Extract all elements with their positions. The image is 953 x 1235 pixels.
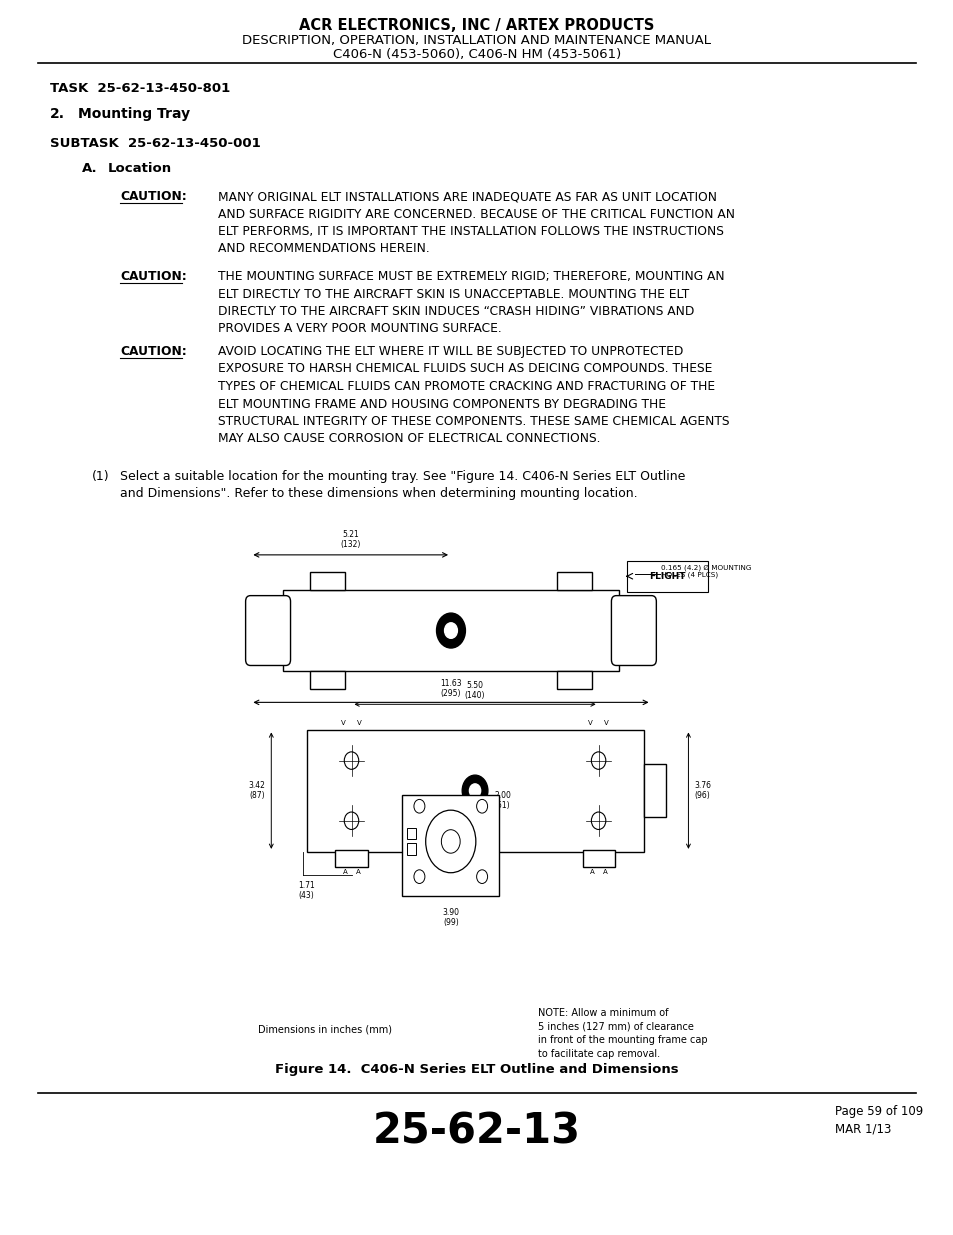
Text: 2.: 2. <box>50 107 65 121</box>
Text: CAUTION:: CAUTION: <box>120 345 187 358</box>
Text: A: A <box>342 869 347 876</box>
FancyBboxPatch shape <box>611 595 656 666</box>
Text: A: A <box>355 869 360 876</box>
Bar <box>582 850 614 867</box>
Text: SUBTASK  25-62-13-450-001: SUBTASK 25-62-13-450-001 <box>50 137 260 149</box>
Text: Select a suitable location for the mounting tray. See "Figure 14. C406-N Series : Select a suitable location for the mount… <box>120 471 684 500</box>
Text: FLIGHT: FLIGHT <box>649 572 685 580</box>
Bar <box>310 572 345 590</box>
Bar <box>557 672 592 689</box>
Text: V: V <box>341 720 346 726</box>
Circle shape <box>461 776 487 806</box>
Text: C406-N (453-5060), C406-N HM (453-5061): C406-N (453-5060), C406-N HM (453-5061) <box>333 48 620 61</box>
Text: AVOID LOCATING THE ELT WHERE IT WILL BE SUBJECTED TO UNPROTECTED
EXPOSURE TO HAR: AVOID LOCATING THE ELT WHERE IT WILL BE … <box>218 345 729 446</box>
Bar <box>557 572 592 590</box>
Text: DESCRIPTION, OPERATION, INSTALLATION AND MAINTENANCE MANUAL: DESCRIPTION, OPERATION, INSTALLATION AND… <box>242 35 711 47</box>
Text: 11.63
(295): 11.63 (295) <box>439 679 461 699</box>
FancyBboxPatch shape <box>245 595 291 666</box>
Text: V: V <box>603 720 608 726</box>
Text: 3.42
(87): 3.42 (87) <box>248 781 265 800</box>
Text: Dimensions in inches (mm): Dimensions in inches (mm) <box>257 1025 392 1035</box>
Bar <box>643 764 665 816</box>
Text: V: V <box>588 720 593 726</box>
Text: THE MOUNTING SURFACE MUST BE EXTREMELY RIGID; THEREFORE, MOUNTING AN
ELT DIRECTL: THE MOUNTING SURFACE MUST BE EXTREMELY R… <box>218 270 724 336</box>
Circle shape <box>444 622 456 638</box>
Text: A: A <box>602 869 607 876</box>
Text: 25-62-13: 25-62-13 <box>373 1110 580 1152</box>
Text: (1): (1) <box>91 471 110 483</box>
Text: Page 59 of 109: Page 59 of 109 <box>834 1105 923 1118</box>
Bar <box>282 590 618 672</box>
Circle shape <box>436 613 465 648</box>
Bar <box>406 844 416 855</box>
Text: 5.50
(140): 5.50 (140) <box>464 680 485 700</box>
Text: 3.76
(96): 3.76 (96) <box>694 781 711 800</box>
Text: MAR 1/13: MAR 1/13 <box>834 1123 890 1135</box>
Bar <box>406 827 416 840</box>
Text: MANY ORIGINAL ELT INSTALLATIONS ARE INADEQUATE AS FAR AS UNIT LOCATION
AND SURFA: MANY ORIGINAL ELT INSTALLATIONS ARE INAD… <box>218 190 734 256</box>
Text: 0.165 (4.2) Ø MOUNTING
HOLES (4 PLCS): 0.165 (4.2) Ø MOUNTING HOLES (4 PLCS) <box>660 564 751 578</box>
Text: 3.90
(99): 3.90 (99) <box>442 908 458 927</box>
Text: Figure 14.  C406-N Series ELT Outline and Dimensions: Figure 14. C406-N Series ELT Outline and… <box>274 1063 679 1076</box>
Text: A.: A. <box>82 162 97 175</box>
Bar <box>306 730 643 852</box>
Circle shape <box>469 784 480 798</box>
Text: ACR ELECTRONICS, INC / ARTEX PRODUCTS: ACR ELECTRONICS, INC / ARTEX PRODUCTS <box>299 19 654 33</box>
Text: TASK  25-62-13-450-801: TASK 25-62-13-450-801 <box>50 82 230 95</box>
Text: A: A <box>589 869 594 876</box>
Text: Location: Location <box>108 162 172 175</box>
Text: CAUTION:: CAUTION: <box>120 270 187 283</box>
Bar <box>335 850 367 867</box>
Text: 5.21
(132): 5.21 (132) <box>340 530 360 550</box>
Text: 1.71
(43): 1.71 (43) <box>298 881 315 900</box>
Text: CAUTION:: CAUTION: <box>120 190 187 203</box>
Text: Mounting Tray: Mounting Tray <box>78 107 190 121</box>
Text: V: V <box>356 720 361 726</box>
Bar <box>402 794 498 897</box>
Bar <box>627 561 707 592</box>
Text: NOTE: Allow a minimum of
5 inches (127 mm) of clearance
in front of the mounting: NOTE: Allow a minimum of 5 inches (127 m… <box>537 1008 707 1058</box>
Bar <box>310 672 345 689</box>
Text: 2.00
(51): 2.00 (51) <box>494 790 511 810</box>
